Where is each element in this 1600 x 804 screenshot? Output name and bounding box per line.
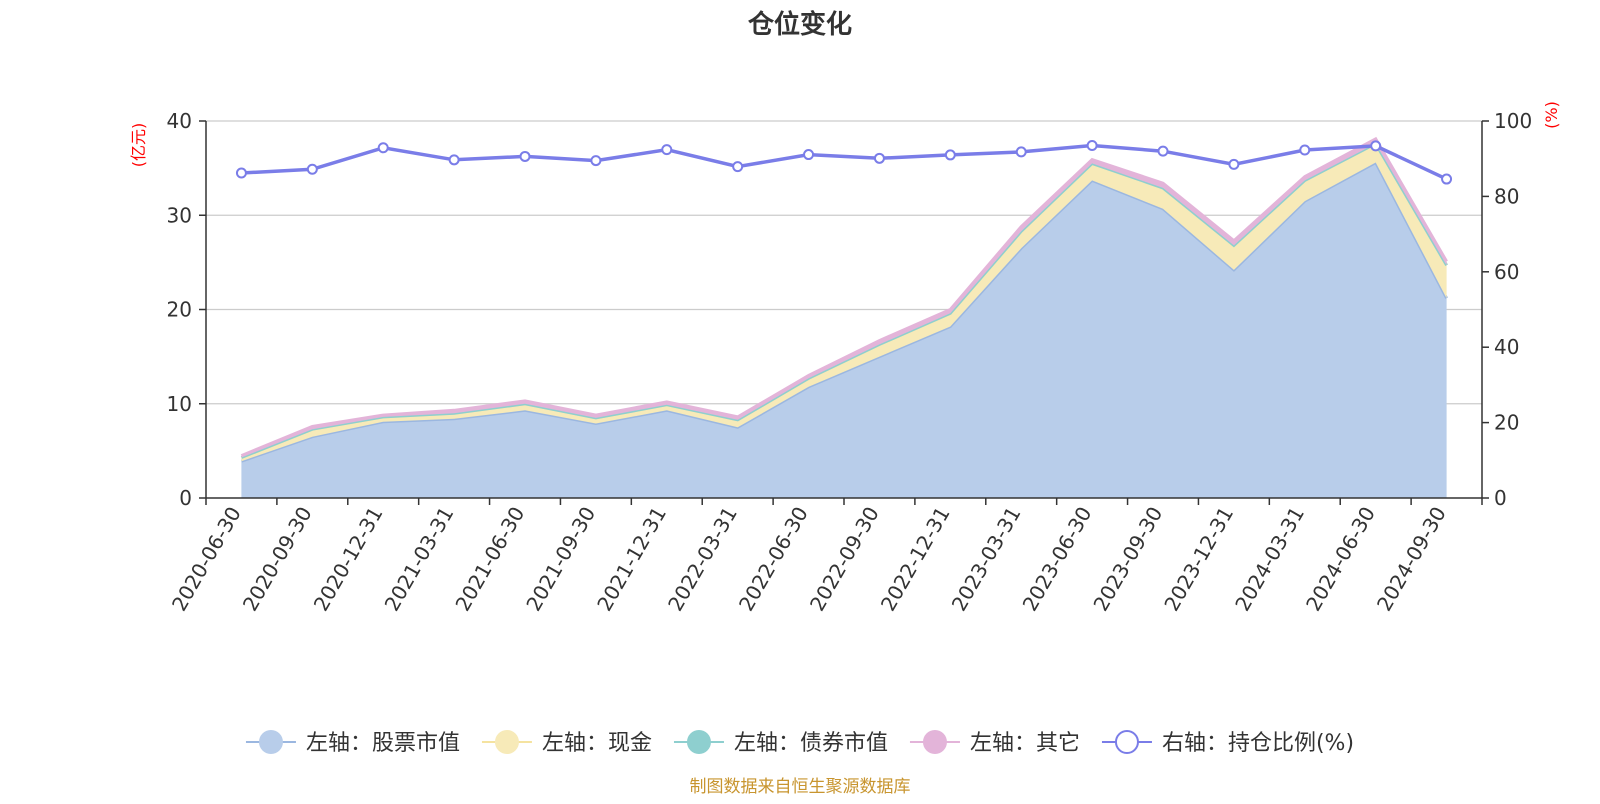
left-tick-label: 10 bbox=[167, 392, 192, 416]
ratio-point bbox=[1228, 158, 1240, 170]
ratio-point bbox=[377, 142, 389, 154]
x-tick-label: 2024-09-30 bbox=[1372, 503, 1451, 616]
area-top-line bbox=[240, 136, 1448, 457]
legend-marker bbox=[258, 730, 283, 754]
left-tick-label: 0 bbox=[179, 486, 192, 510]
ratio-point bbox=[1370, 140, 1382, 152]
position-ratio-line bbox=[235, 140, 1453, 185]
ratio-line-path bbox=[241, 143, 1448, 181]
x-tick-label: 2023-12-31 bbox=[1159, 503, 1238, 616]
legend-label: 左轴：债券市值 bbox=[734, 731, 888, 756]
legend-marker bbox=[686, 730, 711, 754]
legend-label: 左轴：股票市值 bbox=[306, 731, 460, 756]
ratio-point bbox=[590, 155, 602, 167]
ratio-point bbox=[1441, 173, 1453, 185]
ratio-point bbox=[1015, 146, 1027, 158]
ratio-point bbox=[306, 163, 318, 175]
x-tick-label: 2023-09-30 bbox=[1088, 503, 1167, 616]
x-tick-label: 2022-03-31 bbox=[663, 503, 742, 616]
ratio-point bbox=[1086, 140, 1098, 152]
left-tick-label: 40 bbox=[167, 109, 192, 133]
x-tick-label: 2021-06-30 bbox=[450, 503, 529, 616]
ratio-point bbox=[519, 150, 531, 162]
left-tick-label: 20 bbox=[167, 298, 192, 322]
legend: 左轴：股票市值 左轴：现金 左轴：债券市值 左轴：其它 右轴：持仓比例(%) bbox=[245, 730, 1354, 756]
left-tick-label: 30 bbox=[167, 203, 192, 227]
x-tick-label: 2022-06-30 bbox=[734, 503, 813, 616]
x-tick-label: 2022-09-30 bbox=[805, 503, 884, 616]
legend-label: 右轴：持仓比例(%) bbox=[1162, 731, 1354, 756]
x-tick-label: 2021-09-30 bbox=[521, 503, 600, 616]
chart-title: 仓位变化 bbox=[747, 9, 852, 40]
stacked-areas bbox=[240, 136, 1448, 498]
ratio-point bbox=[732, 161, 744, 173]
legend-label: 左轴：现金 bbox=[542, 731, 652, 756]
x-tick-label: 2021-03-31 bbox=[380, 502, 459, 615]
x-tick-label: 2024-06-30 bbox=[1301, 503, 1380, 616]
x-tick-label: 2020-09-30 bbox=[238, 503, 317, 616]
right-tick-label: 100 bbox=[1494, 109, 1532, 133]
ratio-point bbox=[1299, 144, 1311, 156]
right-tick-label: 60 bbox=[1494, 260, 1519, 284]
ratio-point bbox=[448, 154, 460, 166]
legend-label: 左轴：其它 bbox=[970, 731, 1080, 756]
legend-marker bbox=[922, 730, 947, 754]
right-tick-label: 0 bbox=[1494, 486, 1507, 510]
ratio-point bbox=[661, 144, 673, 156]
right-tick-label: 40 bbox=[1494, 335, 1519, 359]
ratio-point bbox=[235, 167, 247, 179]
ratio-point bbox=[944, 149, 956, 161]
area-左轴：现金 bbox=[241, 143, 1447, 462]
legend-marker bbox=[494, 730, 519, 754]
right-axis-unit: (%) bbox=[1542, 101, 1561, 129]
ratio-point bbox=[1157, 145, 1169, 157]
right-tick-label: 80 bbox=[1494, 184, 1519, 208]
right-tick-label: 20 bbox=[1494, 411, 1519, 435]
x-tick-label: 2020-12-31 bbox=[309, 503, 388, 616]
legend-marker bbox=[1114, 730, 1139, 754]
x-tick-label: 2020-06-30 bbox=[167, 503, 246, 616]
x-tick-label: 2021-12-31 bbox=[592, 503, 671, 616]
ratio-point bbox=[803, 149, 815, 161]
left-axis-unit: (亿元) bbox=[129, 123, 148, 168]
ratio-point bbox=[873, 152, 885, 164]
x-tick-label: 2023-06-30 bbox=[1018, 503, 1097, 616]
x-tick-label: 2023-03-31 bbox=[947, 502, 1026, 615]
source-note: 制图数据来自恒生聚源数据库 bbox=[690, 777, 911, 797]
x-tick-label: 2022-12-31 bbox=[876, 502, 955, 615]
x-tick-label: 2024-03-31 bbox=[1230, 503, 1309, 616]
